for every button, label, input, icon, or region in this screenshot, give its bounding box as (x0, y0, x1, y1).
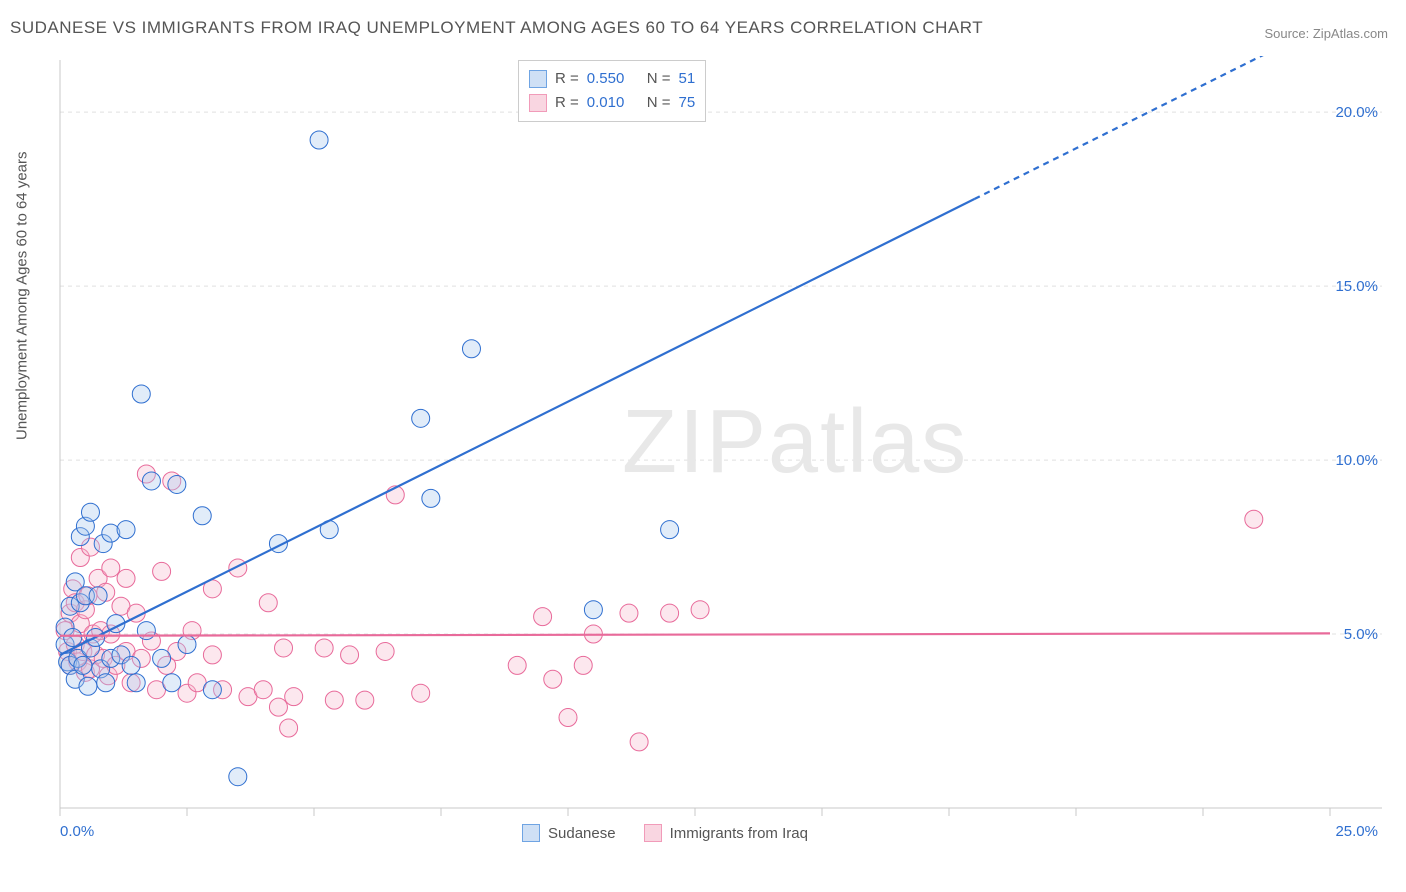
svg-text:20.0%: 20.0% (1335, 104, 1378, 121)
stats-row-sudanese: R = 0.550 N = 51 (529, 67, 695, 91)
stats-legend-box: R = 0.550 N = 51 R = 0.010 N = 75 (518, 60, 706, 122)
swatch-sudanese (529, 70, 547, 88)
stats-row-iraq: R = 0.010 N = 75 (529, 91, 695, 115)
plot-area: 5.0%10.0%15.0%20.0%0.0%25.0% ZIPatlas R … (52, 56, 1382, 846)
legend-swatch-sudanese (522, 824, 540, 842)
legend-item-sudanese: Sudanese (522, 824, 616, 842)
stats-r-label: R = (555, 67, 579, 91)
source-attribution: Source: ZipAtlas.com (1264, 26, 1388, 41)
stats-n-value-iraq: 75 (679, 91, 696, 115)
legend-label-iraq: Immigrants from Iraq (670, 825, 808, 842)
stats-r-label: R = (555, 91, 579, 115)
svg-text:5.0%: 5.0% (1344, 626, 1378, 643)
chart-title: SUDANESE VS IMMIGRANTS FROM IRAQ UNEMPLO… (10, 18, 983, 38)
swatch-iraq (529, 94, 547, 112)
y-axis-label: Unemployment Among Ages 60 to 64 years (14, 151, 31, 440)
stats-n-value-sudanese: 51 (679, 67, 696, 91)
svg-text:10.0%: 10.0% (1335, 452, 1378, 469)
legend-swatch-iraq (644, 824, 662, 842)
legend-bottom: Sudanese Immigrants from Iraq (522, 824, 808, 842)
stats-n-label: N = (647, 91, 671, 115)
legend-label-sudanese: Sudanese (548, 825, 616, 842)
svg-text:25.0%: 25.0% (1335, 823, 1378, 840)
svg-text:0.0%: 0.0% (60, 823, 94, 840)
stats-r-value-iraq: 0.010 (587, 91, 639, 115)
stats-n-label: N = (647, 67, 671, 91)
legend-item-iraq: Immigrants from Iraq (644, 824, 808, 842)
stats-r-value-sudanese: 0.550 (587, 67, 639, 91)
svg-text:15.0%: 15.0% (1335, 278, 1378, 295)
scatter-chart: 5.0% 10.0% 15.0% 20.0% 0.0% 25.0% (52, 56, 1382, 846)
